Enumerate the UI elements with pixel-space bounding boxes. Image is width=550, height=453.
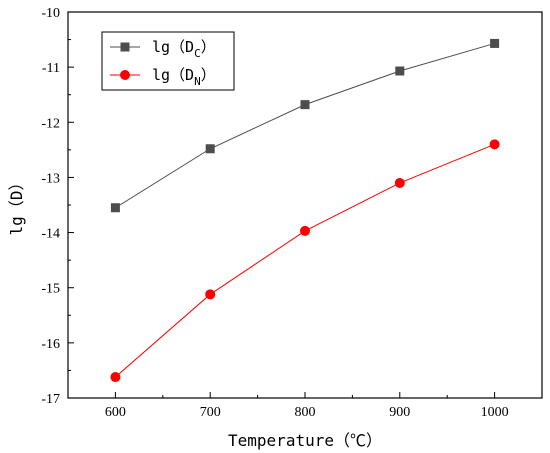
y-tick-label: -11 [42, 61, 60, 76]
legend: lg（DC） lg（DN） [101, 31, 235, 91]
legend-label: lg（DN） [152, 66, 216, 88]
y-axis: -17 -16 -15 -14 -13 -12 -11 -10 [41, 6, 74, 407]
data-point-N [110, 372, 121, 383]
y-tick-label: -13 [41, 171, 60, 186]
x-axis-title: Temperature（℃） [228, 431, 382, 450]
y-tick-label: -12 [41, 116, 60, 131]
y-tick-label: -15 [41, 282, 60, 297]
data-point-C [490, 38, 500, 48]
legend-item-N: lg（DN） [110, 66, 216, 88]
series-layer [110, 38, 500, 383]
x-tick-label: 600 [105, 405, 126, 420]
data-point-C [110, 203, 120, 213]
x-tick-label: 800 [295, 405, 316, 420]
legend-item-C: lg（DC） [110, 38, 216, 60]
legend-marker [120, 42, 130, 52]
y-tick-label: -14 [41, 227, 60, 242]
series-C [110, 38, 500, 213]
data-point-N [300, 225, 310, 236]
y-tick-label: -16 [41, 337, 60, 352]
legend-label: lg（DC） [152, 38, 216, 60]
x-tick-label: 1000 [481, 405, 509, 420]
data-point-C [205, 144, 215, 154]
y-axis-title: lg（D） [7, 175, 26, 236]
data-point-N [394, 177, 405, 188]
x-axis: 600 700 800 900 1000 [67, 392, 543, 420]
data-point-C [395, 66, 405, 76]
data-point-C [300, 100, 310, 110]
series-line-N [115, 143, 495, 378]
legend-box [101, 31, 235, 91]
legend-marker [120, 70, 130, 80]
x-tick-label: 700 [200, 405, 221, 420]
data-point-N [205, 289, 216, 300]
data-point-N [489, 139, 500, 150]
y-tick-label: -10 [41, 6, 60, 21]
x-tick-label: 900 [389, 405, 410, 420]
y-tick-label: -17 [41, 392, 60, 407]
series-N [110, 139, 500, 383]
